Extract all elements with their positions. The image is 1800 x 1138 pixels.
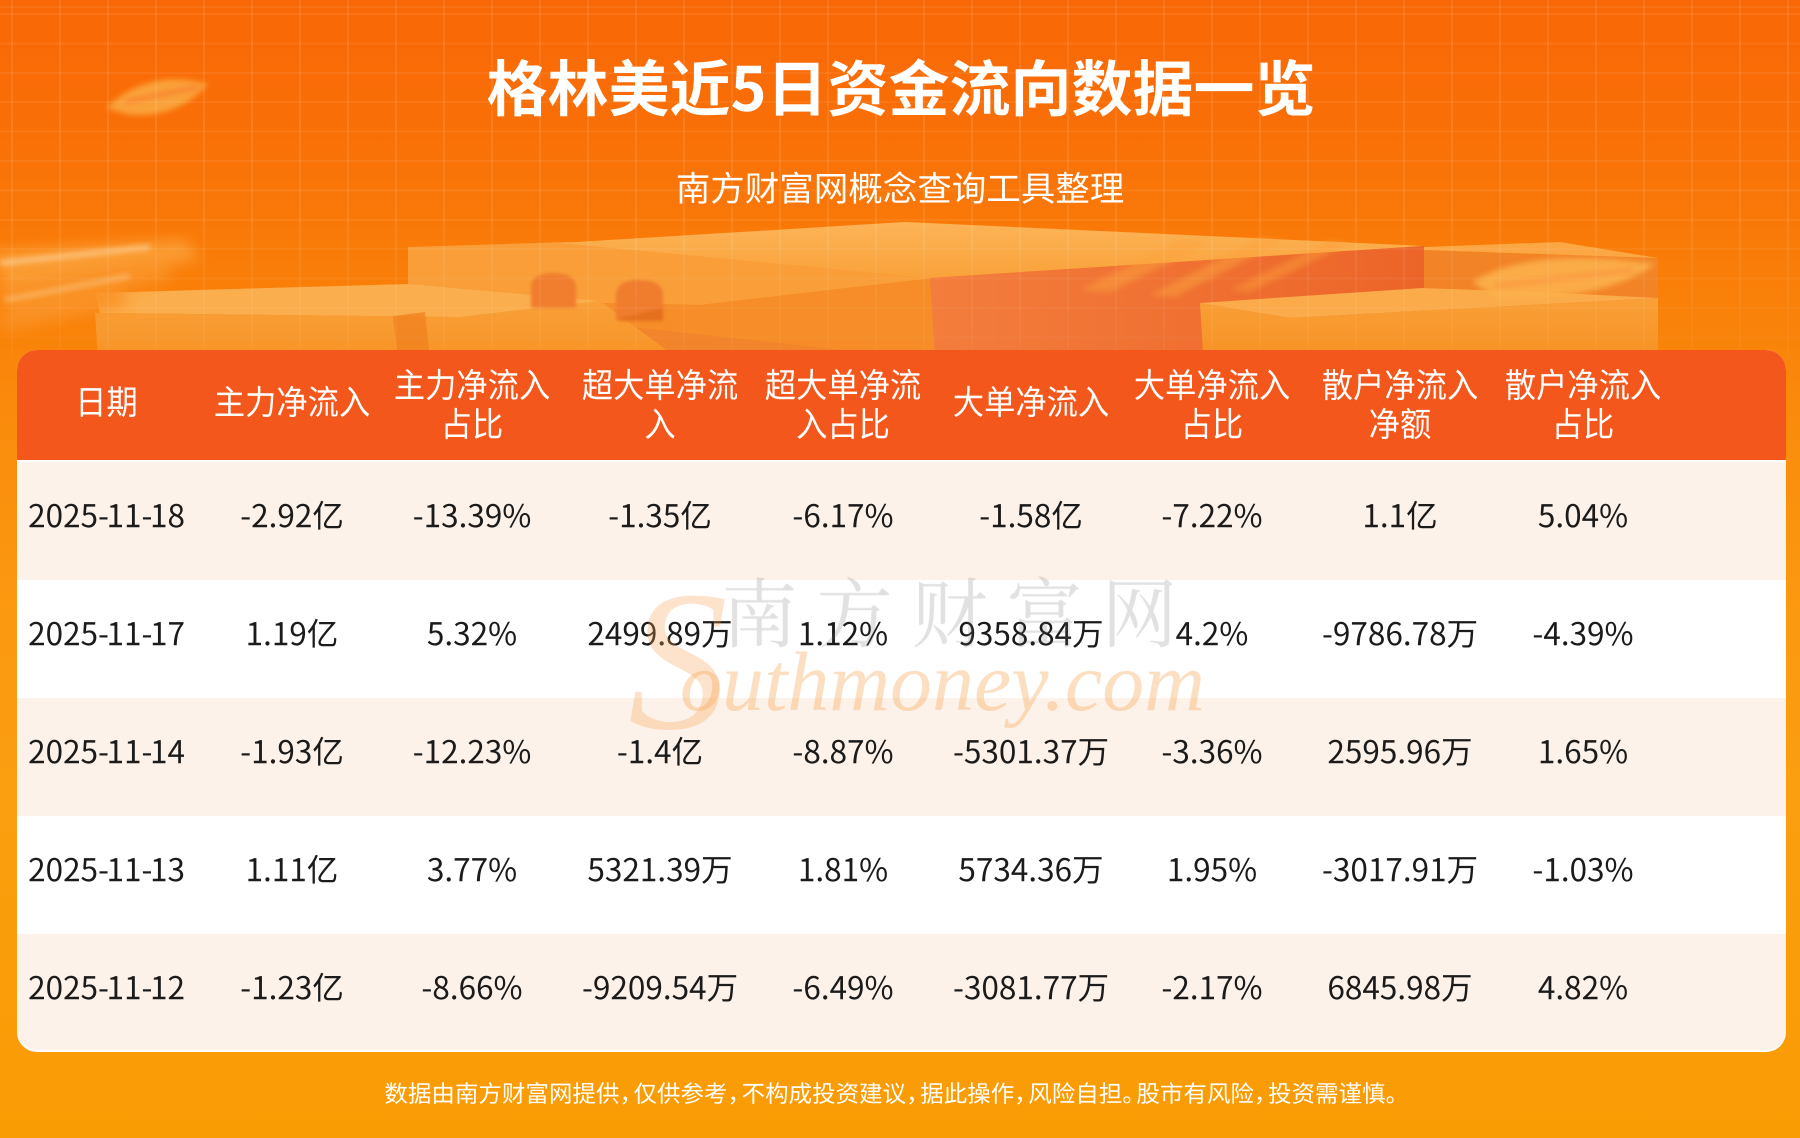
svg-text:S: S <box>628 551 728 772</box>
svg-text:outhmoney.com: outhmoney.com <box>680 636 1205 729</box>
